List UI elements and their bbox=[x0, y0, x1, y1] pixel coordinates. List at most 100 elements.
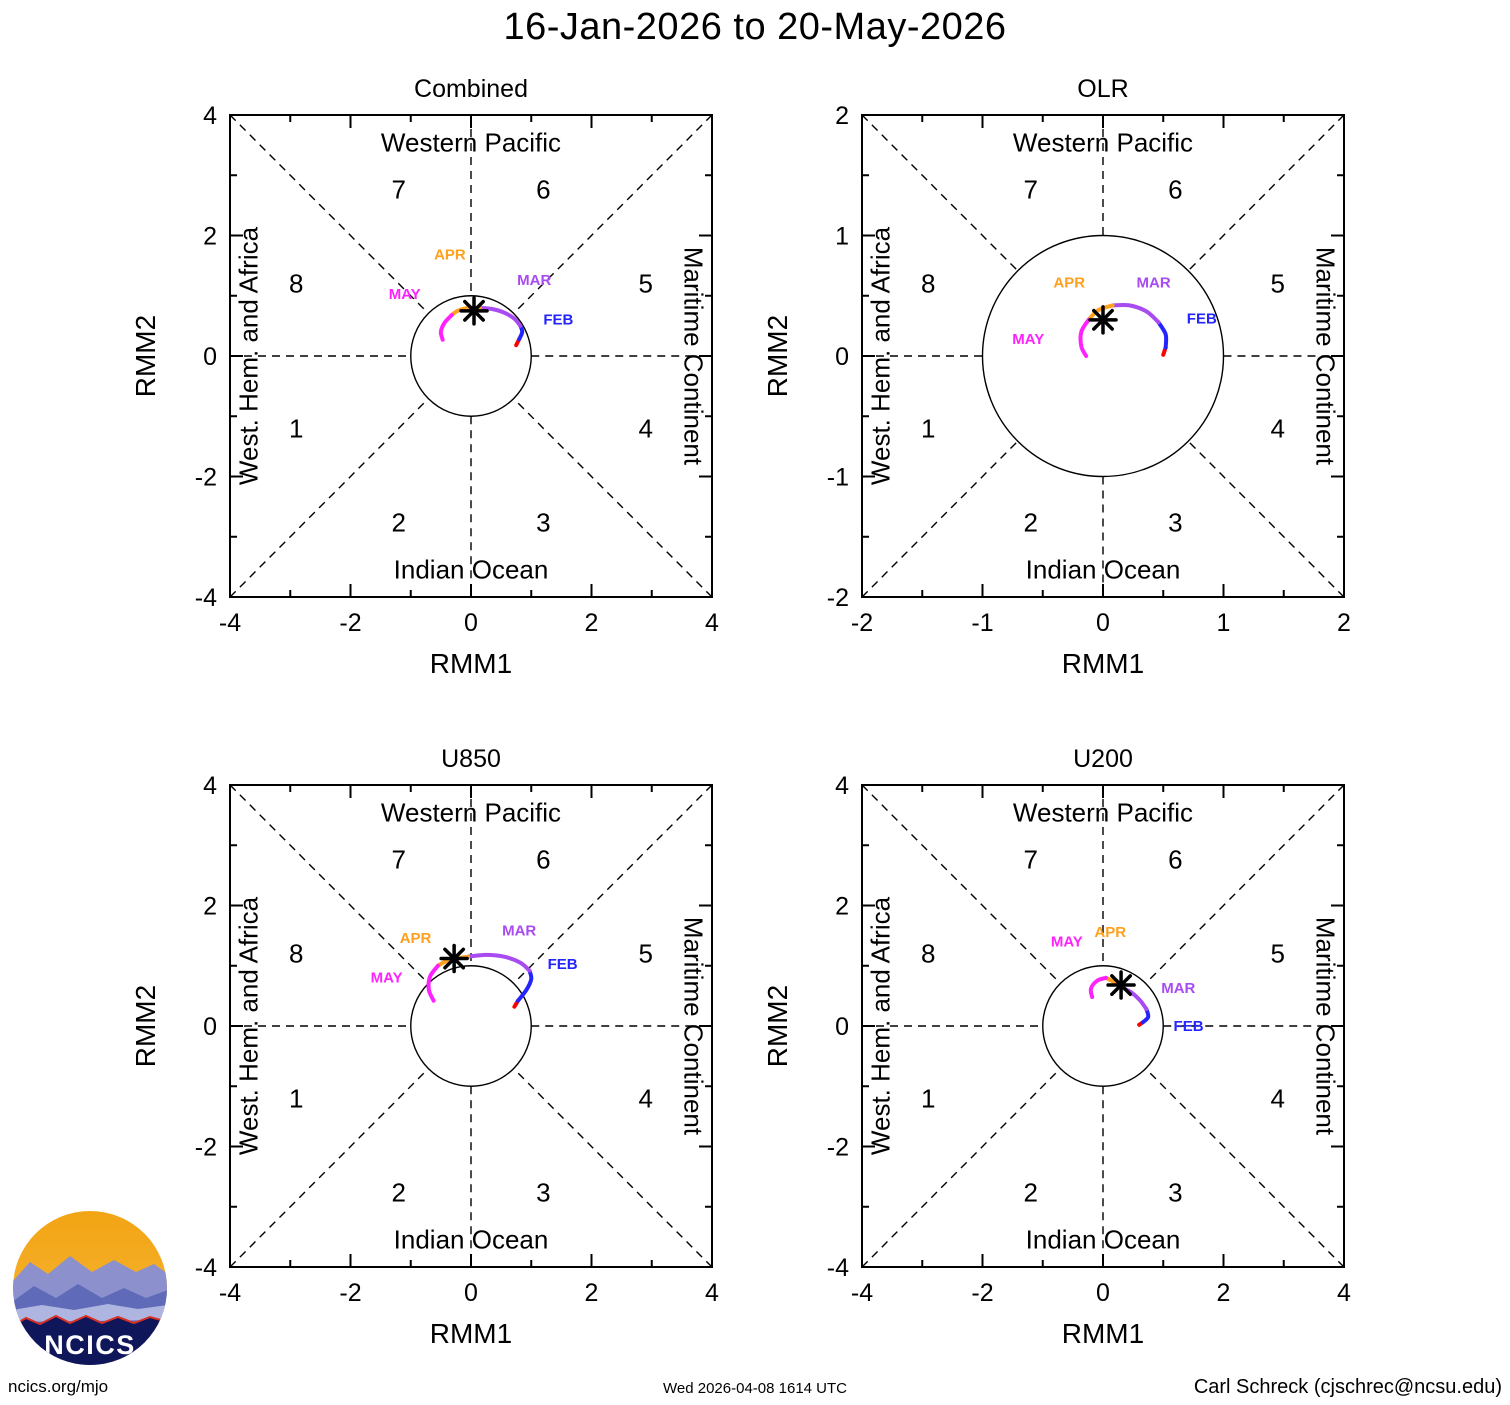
y-tick-label: 2 bbox=[203, 223, 217, 251]
phase-divider-line bbox=[229, 1068, 429, 1268]
trajectory-feb bbox=[1156, 320, 1169, 350]
phase-divider-line bbox=[513, 398, 713, 598]
panel-u850: U850 -4 -4 -2 -2 0 0 2 2 4 4 RMM1 RMM2 1 2 3 4 5 6 7 8 Wester… bbox=[100, 735, 740, 1355]
region-label-bottom: Indian Ocean bbox=[1026, 554, 1181, 584]
phase-number-2: 2 bbox=[1023, 1177, 1037, 1207]
x-tick-label: 2 bbox=[1217, 1279, 1231, 1307]
y-axis-label: RMM2 bbox=[130, 315, 161, 397]
phase-number-5: 5 bbox=[638, 269, 652, 299]
phase-number-7: 7 bbox=[1023, 845, 1037, 875]
y-axis-label: RMM2 bbox=[762, 985, 793, 1067]
panel-title: OLR bbox=[1077, 75, 1128, 103]
month-label-feb: FEB bbox=[1187, 310, 1217, 327]
y-tick-label: -1 bbox=[827, 464, 849, 492]
x-tick-label: 4 bbox=[705, 1279, 719, 1307]
x-tick-label: 2 bbox=[585, 609, 599, 637]
phase-number-6: 6 bbox=[536, 175, 550, 205]
phase-plot-u200: U200 -4-4 -2 -2 0 0 2 2 4 4 RMM1 RMM2 1 2 3 4 5 6 7 8 Wester… bbox=[762, 745, 1351, 1349]
phase-number-2: 2 bbox=[1023, 507, 1037, 537]
month-label-apr: APR bbox=[400, 930, 432, 947]
phase-number-1: 1 bbox=[921, 413, 935, 443]
x-tick-label: 4 bbox=[1337, 1279, 1351, 1307]
phase-number-5: 5 bbox=[1270, 269, 1284, 299]
month-label-may: MAY bbox=[371, 970, 403, 987]
region-label-right: Maritime Continent bbox=[678, 247, 708, 466]
unit-circle bbox=[1042, 965, 1164, 1087]
x-axis-label: RMM1 bbox=[430, 1318, 512, 1349]
x-tick-label: 1 bbox=[1217, 609, 1231, 637]
unit-circle bbox=[981, 234, 1225, 478]
phase-number-1: 1 bbox=[289, 413, 303, 443]
panel-combined: Combined -4 -4 -2 -2 0 0 2 2 4 4 RMM1 RMM2 1 2 3 4 5 6 7 8 We… bbox=[100, 65, 740, 685]
logo-text: NCICS bbox=[44, 1330, 136, 1360]
region-label-top: Western Pacific bbox=[381, 128, 561, 158]
phase-number-3: 3 bbox=[536, 1177, 550, 1207]
month-label-may: MAY bbox=[1012, 331, 1044, 348]
phase-number-8: 8 bbox=[921, 269, 935, 299]
x-tick-label: -2 bbox=[339, 1279, 361, 1307]
phase-divider-line bbox=[229, 784, 429, 984]
region-label-bottom: Indian Ocean bbox=[394, 1224, 549, 1254]
unit-circle bbox=[410, 965, 532, 1087]
phase-number-2: 2 bbox=[391, 507, 405, 537]
phase-number-7: 7 bbox=[1023, 175, 1037, 205]
current-position-marker bbox=[443, 947, 466, 970]
region-label-bottom: Indian Ocean bbox=[394, 554, 549, 584]
phase-number-5: 5 bbox=[1270, 939, 1284, 969]
current-position-marker bbox=[1092, 308, 1114, 331]
footer-url: ncics.org/mjo bbox=[8, 1377, 109, 1396]
ncics-logo: NCICS bbox=[13, 1211, 167, 1365]
trajectory-feb bbox=[1140, 1007, 1151, 1025]
footer-timestamp: Wed 2026-04-08 1614 UTC bbox=[663, 1380, 847, 1397]
x-tick-label: -2 bbox=[851, 609, 873, 637]
trajectory-apr bbox=[1086, 303, 1115, 322]
phase-divider-line bbox=[229, 398, 429, 598]
current-position-marker bbox=[463, 299, 485, 322]
region-label-top: Western Pacific bbox=[1013, 128, 1193, 158]
phase-divider-line bbox=[1187, 114, 1345, 272]
footer-author: Carl Schreck (cjschrec@ncsu.edu) bbox=[1193, 1376, 1502, 1398]
month-label-mar: MAR bbox=[517, 272, 551, 289]
region-label-left: West. Hem. and Africa bbox=[234, 896, 264, 1155]
x-tick-label: -4 bbox=[219, 609, 241, 637]
y-tick-label: -2 bbox=[827, 1134, 849, 1162]
y-tick-label: 0 bbox=[203, 343, 217, 371]
x-tick-label: -4 bbox=[219, 1279, 241, 1307]
trajectory-mar bbox=[1110, 302, 1161, 325]
y-tick-label: 0 bbox=[835, 343, 849, 371]
panel-olr: OLR -2 -2 -1 -1 0 0 1 1 2 2 RMM1 RMM2 1 2 3 4 5 6 7 8 Western… bbox=[732, 65, 1372, 685]
region-label-left: West. Hem. and Africa bbox=[234, 226, 264, 485]
x-axis-label: RMM1 bbox=[1062, 648, 1144, 679]
phase-number-3: 3 bbox=[536, 507, 550, 537]
phase-plot-olr: OLR -2-2 -1 -1 0 0 1 1 2 2 RMM1 RMM2 1 2 3 4 5 6 7 8 Western… bbox=[762, 75, 1351, 679]
phase-divider-line bbox=[861, 784, 1061, 984]
phase-number-6: 6 bbox=[1168, 845, 1182, 875]
y-tick-label: 4 bbox=[203, 102, 217, 130]
region-label-top: Western Pacific bbox=[1013, 798, 1193, 828]
x-tick-label: 0 bbox=[464, 1279, 478, 1307]
y-tick-label: 0 bbox=[835, 1013, 849, 1041]
y-tick-label: 2 bbox=[835, 893, 849, 921]
x-tick-label: -2 bbox=[971, 1279, 993, 1307]
month-label-apr: APR bbox=[434, 247, 466, 264]
month-label-mar: MAR bbox=[1161, 980, 1195, 997]
y-axis-label: RMM2 bbox=[762, 315, 793, 397]
y-tick-label: 2 bbox=[203, 893, 217, 921]
phase-divider-line bbox=[861, 1068, 1061, 1268]
x-tick-label: 0 bbox=[1096, 609, 1110, 637]
x-tick-label: -1 bbox=[971, 609, 993, 637]
x-axis-label: RMM1 bbox=[430, 648, 512, 679]
phase-number-8: 8 bbox=[921, 939, 935, 969]
phase-divider-line bbox=[513, 784, 713, 984]
month-label-may: MAY bbox=[1051, 933, 1083, 950]
phase-divider-line bbox=[1145, 1068, 1345, 1268]
trajectory-mar bbox=[465, 952, 532, 973]
phase-number-4: 4 bbox=[638, 413, 652, 443]
phase-divider-line bbox=[513, 1068, 713, 1268]
phase-plot-combined: Combined -4-4 -2 -2 0 0 2 2 4 4 RMM1 RMM2 1 2 3 4 5 6 7 8 We… bbox=[130, 75, 719, 679]
y-tick-label: 0 bbox=[203, 1013, 217, 1041]
region-label-right: Maritime Continent bbox=[1310, 917, 1340, 1136]
month-label-mar: MAR bbox=[502, 923, 536, 940]
y-tick-label: -4 bbox=[195, 1254, 217, 1282]
